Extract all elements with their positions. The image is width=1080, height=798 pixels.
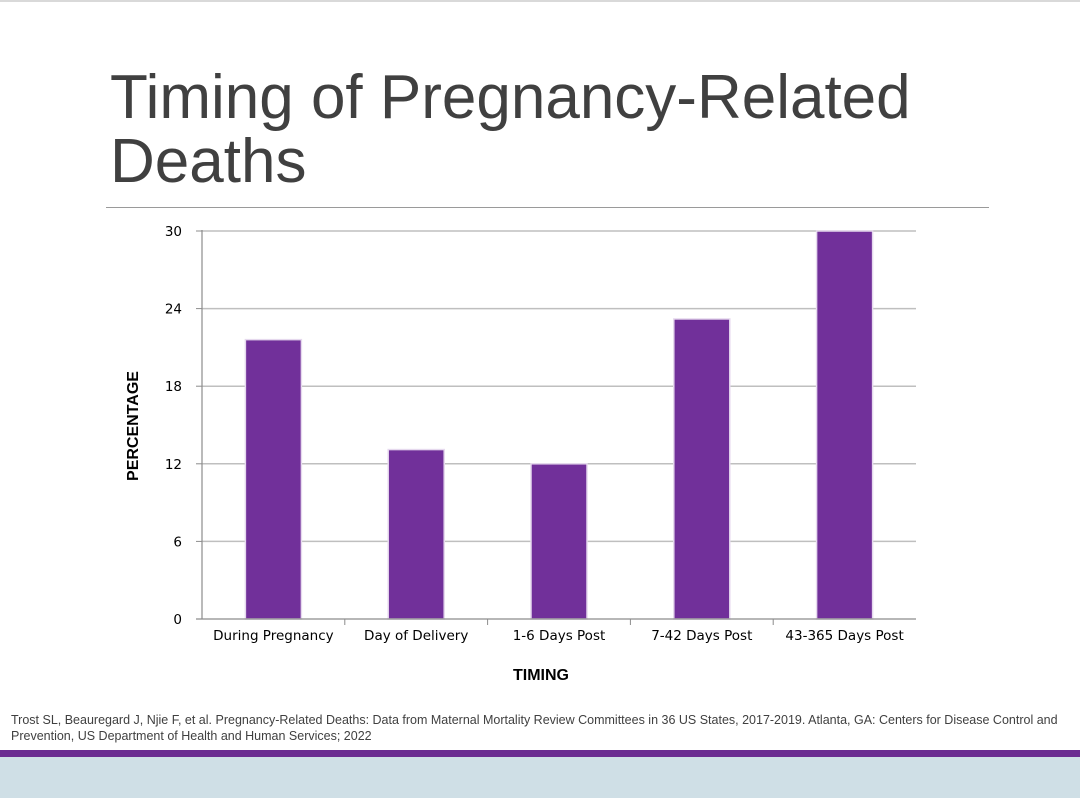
y-tick-label: 12 xyxy=(165,457,182,473)
x-axis-title: TIMING xyxy=(513,667,569,684)
citation: Trost SL, Beauregard J, Njie F, et al. P… xyxy=(11,713,1058,743)
footer-band xyxy=(0,757,1080,798)
footer-stripe xyxy=(0,750,1080,757)
x-category-label: Day of Delivery xyxy=(364,628,468,644)
y-tick-label: 18 xyxy=(165,379,182,395)
y-tick-label: 24 xyxy=(165,302,182,318)
gridlines xyxy=(202,230,916,543)
x-category-label: 1-6 Days Post xyxy=(513,628,606,644)
bar xyxy=(815,230,874,620)
bar-chart: 0 6 12 18 24 30 During Pregnancy Day of Delive… xyxy=(125,224,916,684)
y-tick-label: 6 xyxy=(173,534,182,550)
y-tick-labels: 0 6 12 18 24 30 xyxy=(165,224,182,628)
x-category-label: During Pregnancy xyxy=(213,628,334,644)
bar xyxy=(244,338,303,620)
y-tick-label: 30 xyxy=(165,224,182,240)
x-category-labels: During Pregnancy Day of Delivery 1-6 Days … xyxy=(213,628,904,644)
bar xyxy=(673,318,731,620)
x-category-label: 7-42 Days Post xyxy=(651,628,752,644)
x-category-label: 43-365 Days Post xyxy=(785,628,903,644)
axes xyxy=(196,230,916,625)
bar xyxy=(387,448,445,620)
bar xyxy=(530,463,588,620)
title-divider xyxy=(106,207,989,208)
slide-title: Timing of Pregnancy-Related Deaths xyxy=(110,63,911,196)
top-rule xyxy=(0,0,1080,2)
bars xyxy=(244,230,874,620)
y-tick-label: 0 xyxy=(173,612,182,628)
y-axis-title: PERCENTAGE xyxy=(125,371,142,481)
